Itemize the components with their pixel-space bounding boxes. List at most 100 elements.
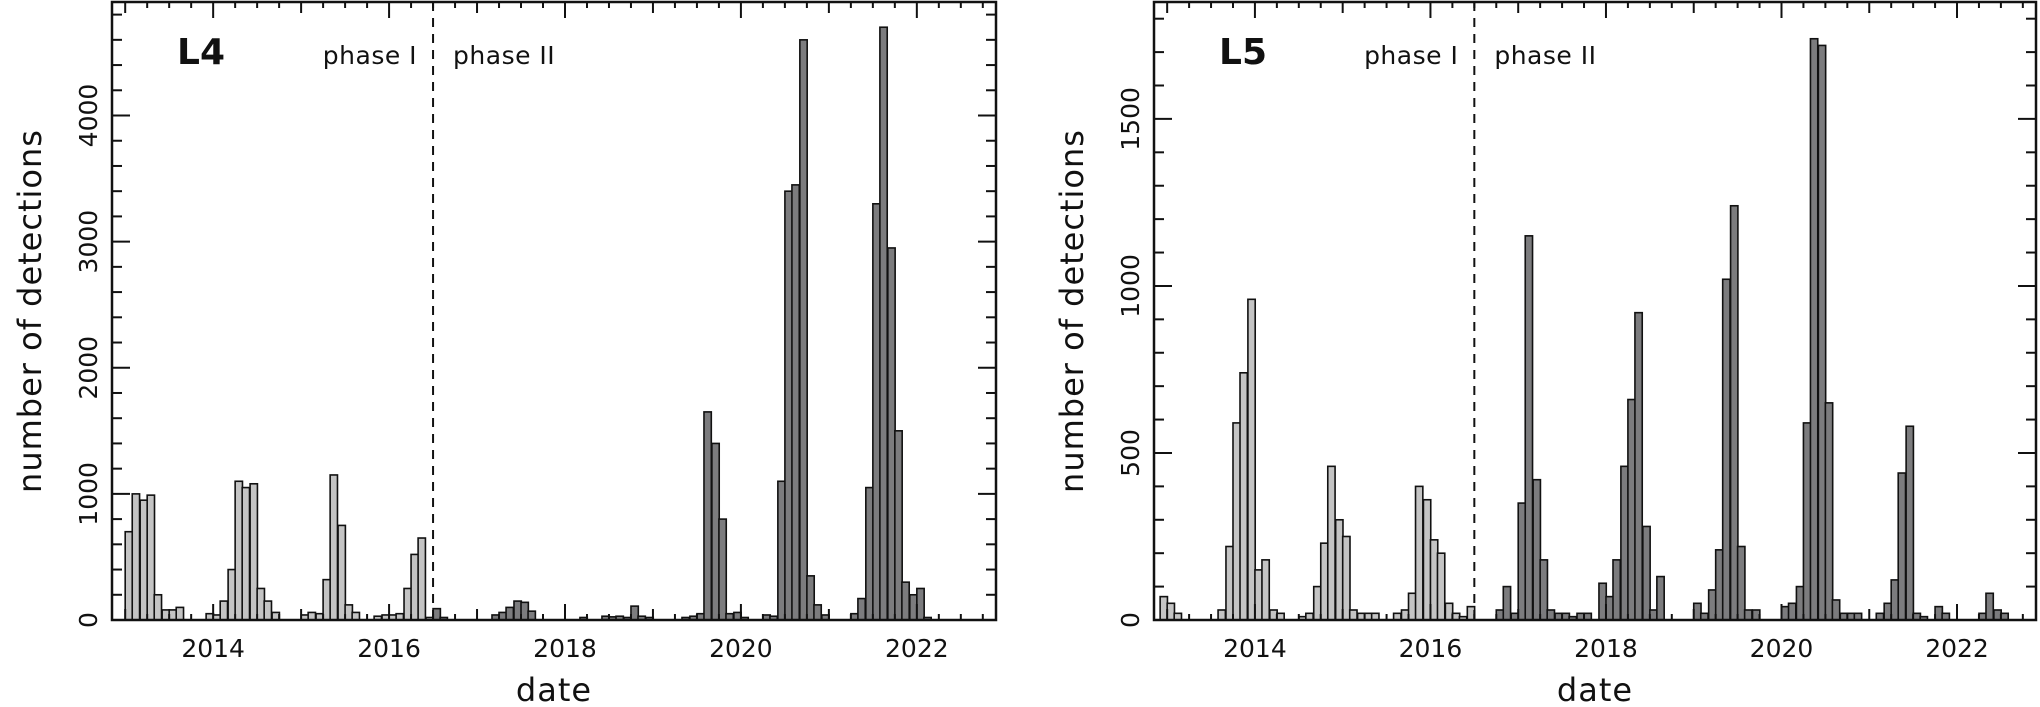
histogram-bars (1159, 37, 2010, 621)
histogram-bar (1495, 609, 1505, 621)
y-tick-label: 1000 (74, 462, 103, 526)
histogram-bar (916, 587, 925, 621)
phase-ii-label: phase II (1494, 41, 1596, 70)
histogram-bar (799, 39, 808, 621)
x-tick-label: 2018 (1574, 634, 1638, 663)
histogram-bar (131, 493, 141, 621)
y-tick-label: 4000 (74, 84, 103, 148)
histogram-bar (1239, 371, 1249, 621)
x-tick-label: 2016 (1399, 634, 1463, 663)
histogram-bar (1743, 609, 1753, 621)
histogram-bar (1247, 298, 1257, 621)
histogram-bar (711, 442, 721, 621)
x-tick-label: 2020 (709, 634, 773, 663)
histogram-bar (1407, 592, 1417, 621)
histogram-bar (1517, 502, 1527, 621)
histogram-bar (1225, 545, 1235, 621)
histogram-bar (520, 601, 530, 621)
histogram-bar (256, 587, 266, 621)
histogram-bar (1524, 235, 1534, 621)
x-tick-label: 2018 (533, 634, 597, 663)
histogram-bar (1985, 592, 1995, 621)
histogram-bar (1436, 552, 1446, 621)
histogram-bar (1634, 311, 1644, 621)
histogram-bar (1232, 422, 1242, 621)
histogram-bar (1787, 602, 1797, 621)
phase-i-label: phase I (323, 41, 417, 70)
histogram-bar (1809, 37, 1819, 621)
x-tick-label: 2016 (357, 634, 421, 663)
x-axis-label: date (1557, 671, 1633, 707)
histogram-bar (1714, 549, 1724, 621)
y-axis-label: number of detections (11, 129, 49, 493)
histogram-bar (1831, 599, 1841, 621)
histogram-bar (417, 537, 427, 621)
histogram-bar (1627, 398, 1637, 621)
y-tick-label: 0 (1116, 612, 1145, 628)
histogram-bar (1824, 402, 1834, 621)
histogram-bar (234, 480, 244, 621)
phase-ii-label: phase II (453, 41, 555, 70)
histogram-bar (1429, 539, 1439, 621)
histogram-bar (1502, 585, 1512, 621)
histogram-bar (879, 26, 889, 621)
chart-panel-l4: 2014 2016 2018 2020 2022 0 1000 2000 3000 4000 L… (11, 0, 998, 707)
histogram-bar (1649, 609, 1658, 621)
histogram-bar (1780, 605, 1790, 621)
x-axis-label: date (516, 671, 592, 707)
histogram-bar (1341, 535, 1351, 621)
panel-label: L5 (1219, 32, 1267, 73)
y-axis-label: number of detections (1053, 129, 1091, 493)
histogram-bar (1692, 602, 1702, 621)
y-tick-label: 2000 (74, 336, 103, 400)
histogram-bar (1612, 559, 1622, 621)
histogram-bar (263, 600, 273, 621)
histogram-bar (329, 474, 339, 621)
histogram-bar (1254, 569, 1264, 621)
x-tick-label: 2014 (1223, 634, 1287, 663)
histogram-bar (1348, 609, 1358, 621)
histogram-bar (865, 486, 874, 621)
histogram-bar (124, 530, 134, 621)
histogram-bar (1802, 422, 1812, 621)
histogram-bar (153, 593, 163, 621)
histogram-bar (219, 600, 229, 621)
histogram-bar (813, 604, 823, 621)
histogram-bar (1261, 559, 1271, 621)
x-tick-label: 2022 (885, 634, 949, 663)
axis-ticks (1154, 2, 2036, 621)
y-tick-label: 1500 (1116, 87, 1145, 151)
chart-panel-l5: 2014 2016 2018 2020 2022 0 500 1000 1500 L5 pha… (1053, 0, 2038, 707)
histogram-bar (1422, 498, 1432, 621)
y-tick-labels: 0 500 1000 1500 (1116, 87, 1145, 628)
x-tick-labels: 2014 2016 2018 2020 2022 (181, 634, 948, 663)
histogram-bar (168, 609, 178, 621)
plot-frame (110, 0, 998, 622)
histogram-bar (1890, 579, 1900, 621)
histogram-bar (241, 486, 251, 621)
histogram-bar (322, 578, 332, 621)
histogram-bar (1897, 472, 1907, 621)
phase-i-label: phase I (1364, 41, 1458, 70)
histogram-bar (1605, 595, 1615, 621)
histogram-bar (1532, 478, 1542, 621)
histogram-bar (1166, 602, 1176, 621)
y-tick-labels: 0 1000 2000 3000 4000 (74, 84, 103, 628)
x-tick-label: 2020 (1750, 634, 1814, 663)
panel-label: L4 (177, 32, 225, 73)
histogram-bar (1334, 518, 1344, 621)
y-tick-label: 1000 (1116, 254, 1145, 318)
histogram-bar (146, 494, 156, 621)
y-tick-label: 0 (74, 612, 103, 628)
x-tick-label: 2022 (1925, 634, 1989, 663)
plot-frame (1152, 0, 2038, 622)
histogram-bar (410, 553, 420, 621)
histogram-bar (175, 606, 185, 621)
histogram-bar (1905, 425, 1915, 621)
histogram-bar (1217, 609, 1227, 621)
histogram-bar (527, 610, 537, 621)
histogram-bar (1620, 465, 1630, 621)
histogram-bar (703, 411, 713, 621)
histogram-bar (777, 480, 786, 621)
